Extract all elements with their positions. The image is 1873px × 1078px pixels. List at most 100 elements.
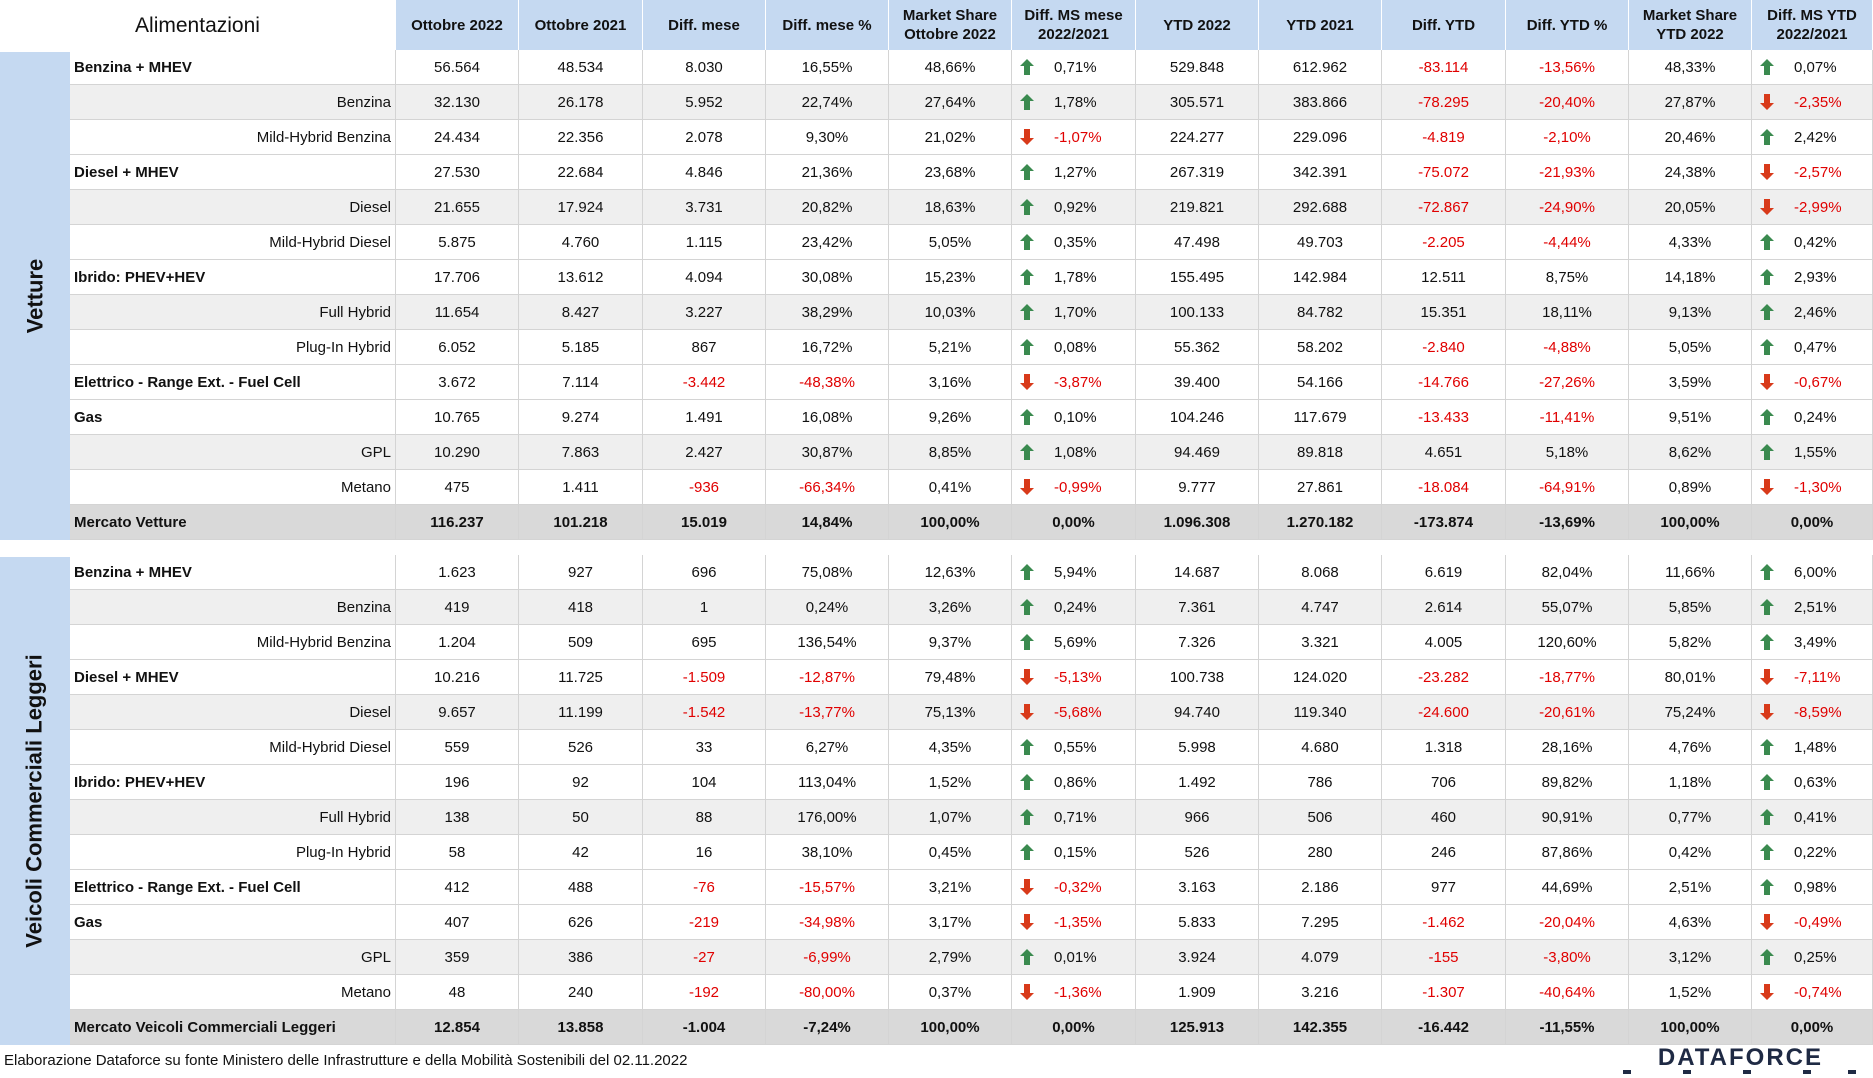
value-cell: -34,98% xyxy=(766,905,889,940)
value-text: -7,11% xyxy=(1794,668,1841,686)
value-cell: 2,42% xyxy=(1752,120,1873,155)
value-cell: 15.019 xyxy=(643,505,766,540)
arrow-up-icon xyxy=(1754,878,1780,896)
value-cell: 155.495 xyxy=(1136,260,1259,295)
value-cell: 0,15% xyxy=(1012,835,1136,870)
value-cell: 0,77% xyxy=(1629,800,1752,835)
table-row: Metano 475 1.411 -936 -66,34% 0,41% -0,99% 9.77… xyxy=(70,470,1873,505)
value-cell: 0,24% xyxy=(1752,400,1873,435)
value-cell: 4.005 xyxy=(1382,625,1506,660)
value-text: 2,42% xyxy=(1794,128,1837,146)
row-label: Elettrico - Range Ext. - Fuel Cell xyxy=(70,870,396,905)
arrow-down-icon xyxy=(1014,703,1040,721)
arrow-up-icon xyxy=(1754,948,1780,966)
table-row: Full Hybrid 138 50 88 176,00% 1,07% 0,71% 966 50… xyxy=(70,800,1873,835)
value-cell: -1,35% xyxy=(1012,905,1136,940)
value-cell: 7.295 xyxy=(1259,905,1382,940)
value-cell: 3.731 xyxy=(643,190,766,225)
table-row: Elettrico - Range Ext. - Fuel Cell 3.672 7… xyxy=(70,365,1873,400)
value-cell: 475 xyxy=(396,470,519,505)
value-text: -0,49% xyxy=(1794,913,1842,931)
value-cell: 3.924 xyxy=(1136,940,1259,975)
value-cell: 22,74% xyxy=(766,85,889,120)
arrow-up-icon xyxy=(1754,58,1780,76)
value-cell: 8.427 xyxy=(519,295,643,330)
value-cell: 16,72% xyxy=(766,330,889,365)
value-cell: 1,27% xyxy=(1012,155,1136,190)
value-cell: 90,91% xyxy=(1506,800,1629,835)
value-text: 0,71% xyxy=(1054,58,1097,76)
value-cell: 3,59% xyxy=(1629,365,1752,400)
value-cell: 87,86% xyxy=(1506,835,1629,870)
row-label: Diesel + MHEV xyxy=(70,155,396,190)
value-cell: 7.326 xyxy=(1136,625,1259,660)
value-text: -3,87% xyxy=(1054,373,1102,391)
value-text: 0,22% xyxy=(1794,843,1837,861)
table-row: GPL 359 386 -27 -6,99% 2,79% 0,01% 3.924 4.079 -1… xyxy=(70,940,1873,975)
table-row: Mild-Hybrid Benzina 1.204 509 695 136,54% 9,3… xyxy=(70,625,1873,660)
value-text: 1,27% xyxy=(1054,163,1097,181)
arrow-up-icon xyxy=(1754,268,1780,286)
value-cell: 5,21% xyxy=(889,330,1012,365)
column-header-9: Diff. YTD xyxy=(1382,0,1506,50)
value-cell: 119.340 xyxy=(1259,695,1382,730)
value-text: 1,08% xyxy=(1054,443,1097,461)
column-header-6: Diff. MS mese 2022/2021 xyxy=(1012,0,1136,50)
value-cell: 14,84% xyxy=(766,505,889,540)
row-label: Plug-In Hybrid xyxy=(70,330,396,365)
arrow-down-icon xyxy=(1754,478,1780,496)
value-cell: 1.411 xyxy=(519,470,643,505)
arrow-up-icon xyxy=(1014,808,1040,826)
value-cell: 4.651 xyxy=(1382,435,1506,470)
value-cell: 16,08% xyxy=(766,400,889,435)
value-cell: 92 xyxy=(519,765,643,800)
row-label: Elettrico - Range Ext. - Fuel Cell xyxy=(70,365,396,400)
value-cell: 1,48% xyxy=(1752,730,1873,765)
value-cell: -8,59% xyxy=(1752,695,1873,730)
value-cell: 54.166 xyxy=(1259,365,1382,400)
value-cell: 5.952 xyxy=(643,85,766,120)
value-cell: 3.672 xyxy=(396,365,519,400)
value-cell: -4.819 xyxy=(1382,120,1506,155)
section-label: Vetture xyxy=(0,50,70,540)
arrow-up-icon xyxy=(1014,233,1040,251)
arrow-up-icon xyxy=(1014,563,1040,581)
value-cell: 100,00% xyxy=(1629,1010,1752,1045)
value-cell: 0,37% xyxy=(889,975,1012,1010)
value-cell: 529.848 xyxy=(1136,50,1259,85)
value-cell: -80,00% xyxy=(766,975,889,1010)
arrow-up-icon xyxy=(1754,773,1780,791)
value-text: 5,69% xyxy=(1054,633,1097,651)
value-cell: 80,01% xyxy=(1629,660,1752,695)
value-cell: 38,29% xyxy=(766,295,889,330)
table-row: Mild-Hybrid Diesel 5.875 4.760 1.115 23,42% 5… xyxy=(70,225,1873,260)
value-cell: 142.984 xyxy=(1259,260,1382,295)
value-cell: 927 xyxy=(519,555,643,590)
column-header-8: YTD 2021 xyxy=(1259,0,1382,50)
value-cell: 12.854 xyxy=(396,1010,519,1045)
value-cell: 1.115 xyxy=(643,225,766,260)
arrow-up-icon xyxy=(1754,128,1780,146)
value-cell: 0,00% xyxy=(1752,505,1873,540)
value-cell: -13,69% xyxy=(1506,505,1629,540)
value-cell: -173.874 xyxy=(1382,505,1506,540)
value-cell: 47.498 xyxy=(1136,225,1259,260)
value-cell: 5,85% xyxy=(1629,590,1752,625)
value-cell: 0,08% xyxy=(1012,330,1136,365)
arrow-up-icon xyxy=(1014,443,1040,461)
table-row: Ibrido: PHEV+HEV 17.706 13.612 4.094 30,08% 1… xyxy=(70,260,1873,295)
value-text: 0,35% xyxy=(1054,233,1097,251)
value-cell: 55.362 xyxy=(1136,330,1259,365)
value-cell: 3,17% xyxy=(889,905,1012,940)
value-cell: -76 xyxy=(643,870,766,905)
value-cell: 407 xyxy=(396,905,519,940)
value-cell: 104.246 xyxy=(1136,400,1259,435)
value-cell: -48,38% xyxy=(766,365,889,400)
table-row: Diesel + MHEV 10.216 11.725 -1.509 -12,87% 79… xyxy=(70,660,1873,695)
value-cell: 280 xyxy=(1259,835,1382,870)
value-cell: 1.491 xyxy=(643,400,766,435)
value-cell: 0,63% xyxy=(1752,765,1873,800)
value-cell: 55,07% xyxy=(1506,590,1629,625)
value-cell: 5.185 xyxy=(519,330,643,365)
value-cell: 0,41% xyxy=(1752,800,1873,835)
